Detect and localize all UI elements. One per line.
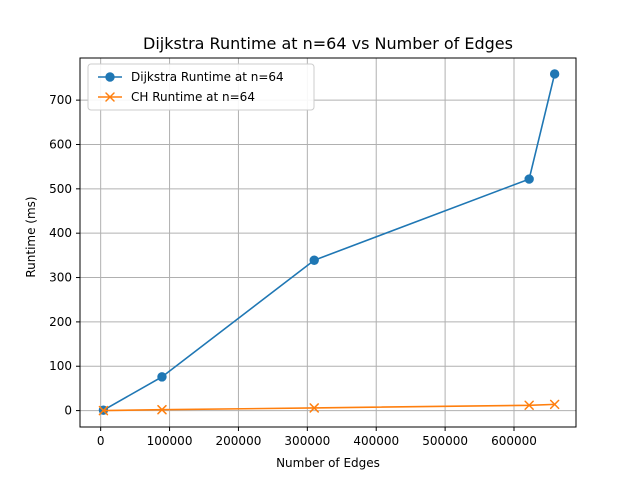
data-point-2-5 [549,399,560,410]
legend: Dijkstra Runtime at n=64 CH Runtime at n=… [87,63,315,111]
data-point-2-4 [524,400,534,411]
legend-label-1: Dijkstra Runtime at n=64 [131,70,284,84]
y-tick-label: 100 [49,359,72,373]
x-tick-label: 400000 [353,434,399,448]
x-tick-label: 500000 [422,434,468,448]
y-tick-label: 600 [49,137,72,151]
plot-area: 0 100000 200000 300000 400000 500000 600000 0 10… [49,57,577,448]
y-tick-label: 0 [64,404,72,418]
legend-box [87,63,315,111]
y-axis-label: Runtime (ms) [24,196,38,277]
x-tick-label: 0 [97,434,105,448]
y-tick-label: 700 [49,93,72,107]
series-line-2 [102,403,556,412]
legend-marker-1 [105,72,115,82]
series-line-1 [102,73,556,411]
data-point-1-4 [524,174,534,184]
y-tick-label: 200 [49,315,72,329]
x-axis-label: Number of Edges [276,456,380,470]
legend-label-2: CH Runtime at n=64 [131,90,255,104]
x-tick-label: 600000 [491,434,537,448]
data-point-1-3 [309,255,319,265]
chart-title: Dijkstra Runtime at n=64 vs Number of Ed… [143,34,513,53]
data-point-2-3 [309,403,319,413]
data-point-1-5 [549,69,560,79]
data-point-2-2 [157,404,167,415]
x-tick-label: 200000 [216,434,262,448]
plot-frame [79,57,577,428]
x-tick-label: 300000 [284,434,330,448]
data-point-1-2 [157,372,167,382]
x-tick-label: 100000 [147,434,193,448]
data-point-2-1 [98,405,109,416]
y-tick-label: 500 [49,182,72,196]
y-tick-label: 400 [49,226,72,240]
y-tick-label: 300 [49,271,72,285]
legend-marker-2 [105,92,115,102]
